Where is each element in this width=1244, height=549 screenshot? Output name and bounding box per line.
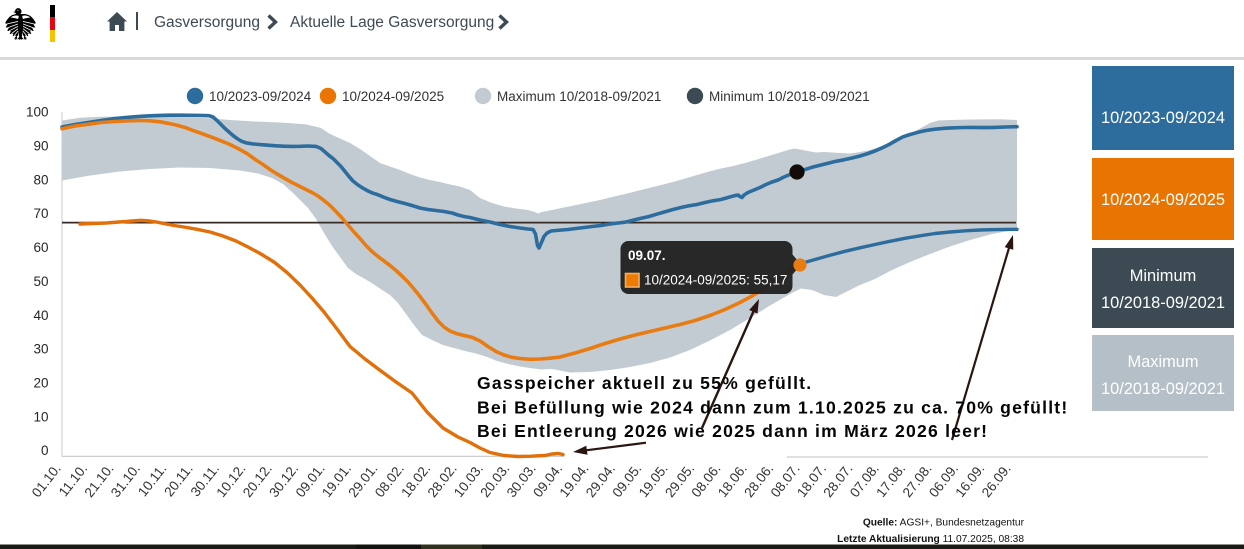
svg-text:50: 50	[33, 274, 48, 289]
svg-text:Minimum: Minimum	[1130, 267, 1196, 285]
svg-text:10: 10	[33, 409, 48, 424]
svg-text:26.09.: 26.09.	[979, 461, 1014, 500]
svg-text:10/2024-09/2025: 10/2024-09/2025	[342, 89, 444, 104]
svg-text:10/2018-09/2021: 10/2018-09/2021	[1101, 380, 1225, 398]
svg-text:Gasspeicher aktuell zu 55% gef: Gasspeicher aktuell zu 55% gefüllt.	[477, 373, 812, 393]
svg-text:0: 0	[41, 443, 49, 458]
svg-text:10/2024-09/2025: 55,17: 10/2024-09/2025: 55,17	[644, 273, 787, 288]
svg-text:31.10.: 31.10.	[108, 461, 143, 500]
svg-text:90: 90	[33, 139, 48, 154]
svg-text:01.10.: 01.10.	[29, 461, 64, 500]
svg-text:10/2018-09/2021: 10/2018-09/2021	[1101, 294, 1225, 312]
svg-text:30: 30	[33, 342, 48, 357]
svg-text:Quelle: AGSI+, Bundesnetzagent: Quelle: AGSI+, Bundesnetzagentur	[863, 518, 1025, 529]
svg-text:Maximum: Maximum	[1127, 353, 1198, 371]
svg-text:100: 100	[26, 105, 49, 120]
svg-text:Letzte Aktualisierung 11.07.20: Letzte Aktualisierung 11.07.2025, 08:38	[837, 534, 1024, 545]
svg-text:Minimum 10/2018-09/2021: Minimum 10/2018-09/2021	[709, 89, 870, 104]
svg-text:70: 70	[33, 206, 48, 221]
svg-text:20: 20	[33, 376, 48, 391]
svg-text:Bei Befüllung wie 2024 dann zu: Bei Befüllung wie 2024 dann zum 1.10.202…	[477, 398, 1068, 418]
svg-text:80: 80	[33, 172, 48, 187]
svg-text:10/2024-09/2025: 10/2024-09/2025	[1101, 191, 1225, 209]
svg-text:10/2023-09/2024: 10/2023-09/2024	[209, 89, 312, 104]
svg-text:40: 40	[33, 308, 48, 323]
svg-text:60: 60	[33, 240, 48, 255]
svg-text:Maximum 10/2018-09/2021: Maximum 10/2018-09/2021	[497, 89, 661, 104]
svg-text:09.07.: 09.07.	[628, 248, 666, 263]
svg-text:Bei Entleerung 2026 wie 2025 d: Bei Entleerung 2026 wie 2025 dann im Mär…	[477, 421, 988, 441]
svg-text:10/2023-09/2024: 10/2023-09/2024	[1101, 109, 1225, 127]
